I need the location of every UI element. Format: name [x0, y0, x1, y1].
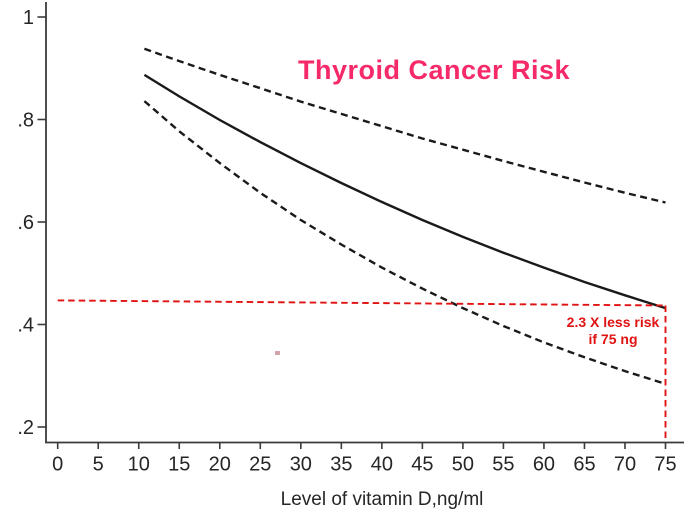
- x-tick-label: 25: [249, 454, 271, 476]
- x-tick-label: 15: [168, 454, 190, 476]
- x-tick-label: 30: [290, 454, 312, 476]
- x-tick-label: 40: [371, 454, 393, 476]
- y-tick-label: .2: [17, 417, 34, 439]
- y-tick-label: .6: [17, 212, 34, 234]
- series-lower-confidence-band: [143, 100, 666, 386]
- x-tick-label: 50: [452, 454, 474, 476]
- x-tick-label: 0: [52, 454, 63, 476]
- x-tick-label: 55: [492, 454, 514, 476]
- x-axis-title: Level of vitamin D,ng/ml: [280, 489, 484, 510]
- x-tick-label: 35: [330, 454, 352, 476]
- x-tick-label: 65: [573, 454, 595, 476]
- series-upper-confidence-band: [144, 47, 666, 204]
- x-tick-label: 75: [654, 454, 676, 476]
- x-tick-label: 70: [614, 454, 636, 476]
- risk-annotation: 2.3 X less risk if 75 ng: [567, 314, 660, 348]
- annotation-line-2: if 75 ng: [588, 330, 638, 347]
- x-tick-label: 45: [411, 454, 433, 476]
- stray-mark: [275, 351, 280, 355]
- x-tick-label: 20: [209, 454, 231, 476]
- annotation-line-1: 2.3 X less risk: [566, 314, 660, 330]
- y-tick-label: .4: [17, 315, 34, 337]
- chart-title: Thyroid Cancer Risk: [297, 55, 571, 85]
- x-tick-label: 60: [533, 454, 555, 476]
- x-tick-label: 5: [93, 454, 104, 476]
- y-tick-label: .8: [17, 110, 34, 132]
- series-reference-level-line: [57, 299, 666, 307]
- x-tick-label: 10: [128, 454, 150, 476]
- series-risk-estimate: [143, 73, 666, 310]
- y-tick-label: 1: [23, 7, 34, 29]
